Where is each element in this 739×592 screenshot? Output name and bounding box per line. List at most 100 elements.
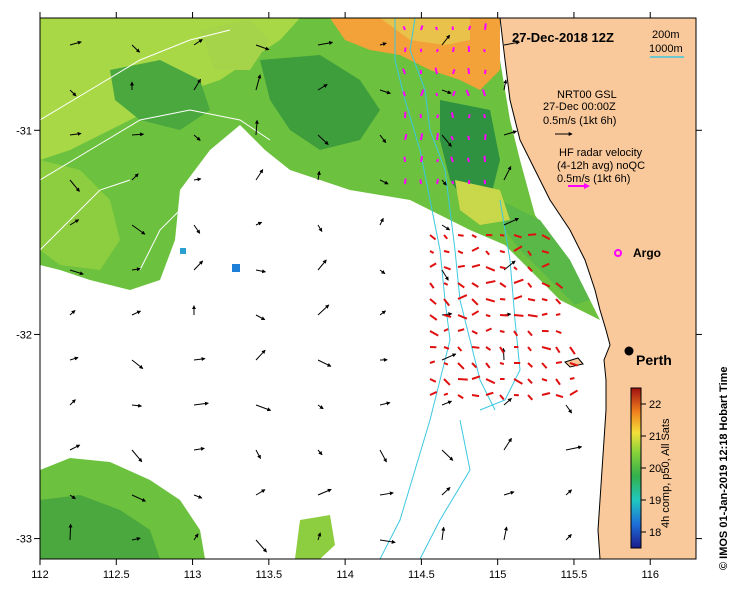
hf-radar-vector-north bbox=[467, 67, 470, 75]
hf-radar-vector-north bbox=[482, 89, 486, 97]
hf-radar-vector bbox=[527, 266, 533, 272]
gsl-vector bbox=[317, 84, 328, 91]
map-title: 27-Dec-2018 12Z bbox=[512, 30, 614, 45]
lon-tick-label: 114 bbox=[336, 569, 354, 581]
gsl-vector bbox=[379, 217, 384, 226]
gsl-vector bbox=[193, 177, 202, 182]
hf-radar-vector-north bbox=[450, 156, 454, 163]
hf-radar-vector-north bbox=[435, 26, 438, 31]
gsl-vector bbox=[255, 489, 266, 496]
gsl-vector bbox=[69, 179, 80, 192]
gsl-vector bbox=[316, 170, 321, 181]
gsl-vector bbox=[501, 347, 506, 361]
gsl-vector bbox=[131, 267, 141, 272]
isobath-label-200m: 200m bbox=[652, 29, 680, 41]
hf-radar-vector bbox=[513, 378, 523, 385]
gsl-vector bbox=[193, 401, 209, 406]
gsl-vector bbox=[193, 533, 199, 541]
hf-radar-vector bbox=[555, 330, 562, 334]
hf-radar-vector-north bbox=[434, 67, 438, 75]
hf-radar-vector bbox=[555, 313, 561, 316]
hf-radar-vector-north bbox=[402, 91, 406, 97]
land-mass bbox=[499, 18, 696, 559]
lon-tick-label: 114.5 bbox=[408, 569, 435, 581]
colorbar-tick-label: 19 bbox=[649, 495, 661, 507]
hf-radar-vector bbox=[527, 282, 533, 288]
hf-radar-vector bbox=[499, 266, 506, 270]
gsl-vector bbox=[255, 221, 263, 226]
hf-radar-vector bbox=[541, 312, 548, 316]
hf-radar-vector bbox=[443, 378, 451, 386]
colorbar bbox=[630, 387, 642, 549]
gsl-vector bbox=[441, 312, 453, 317]
gsl-vector bbox=[69, 494, 76, 500]
hf-radar-vector bbox=[471, 282, 479, 288]
hf-radar-vector bbox=[555, 394, 564, 399]
gsl-vector bbox=[317, 532, 322, 541]
gsl-vector bbox=[503, 526, 508, 541]
hf-radar-vector-north bbox=[452, 47, 455, 53]
hf-radar-vector bbox=[527, 330, 533, 337]
hf-radar-vector-north bbox=[465, 89, 470, 97]
hf-radar-vector bbox=[499, 330, 505, 333]
lat-tick-label: -32 bbox=[16, 329, 32, 341]
hf-radar-vector bbox=[527, 314, 538, 318]
argo-label: Argo bbox=[633, 246, 661, 260]
hf-radar-vector bbox=[457, 394, 464, 400]
gsl-vector bbox=[193, 260, 204, 271]
gsl-vector bbox=[441, 269, 449, 281]
hf-radar-vector-north bbox=[419, 179, 422, 185]
gsl-vector bbox=[503, 260, 516, 271]
hf-radar-vector-north bbox=[450, 135, 454, 141]
gsl-vector bbox=[255, 539, 267, 553]
hf-radar-vector bbox=[443, 362, 449, 366]
hf-radar-vector-north bbox=[466, 157, 470, 163]
hf-radar-vector bbox=[541, 250, 550, 254]
hf-radar-vector bbox=[485, 378, 496, 385]
hf-radar-vector bbox=[443, 266, 451, 271]
gsl-vector bbox=[193, 224, 201, 234]
radar-legend-line-2: (4-12h avg) noQC bbox=[557, 160, 645, 172]
hf-radar-vector-north bbox=[484, 23, 487, 31]
hf-radar-vector bbox=[485, 298, 496, 303]
gsl-vector bbox=[131, 44, 141, 53]
hf-radar-vector bbox=[527, 250, 532, 257]
gsl-vector bbox=[503, 130, 518, 136]
hf-radar-vector bbox=[569, 362, 579, 367]
hf-radar-vector bbox=[443, 250, 450, 254]
gsl-vector bbox=[565, 534, 572, 541]
hf-radar-vector-north bbox=[419, 113, 422, 119]
hf-radar-vector bbox=[471, 346, 480, 349]
hf-radar-vector bbox=[513, 245, 523, 252]
gsl-vector bbox=[193, 39, 203, 46]
hf-radar-vector bbox=[471, 263, 481, 268]
hf-radar-vector-north bbox=[404, 47, 407, 53]
gsl-vector bbox=[379, 89, 391, 95]
hf-radar-vector bbox=[429, 330, 439, 337]
hf-radar-vector bbox=[485, 346, 492, 351]
hf-radar-vector bbox=[429, 262, 437, 268]
gsl-vector bbox=[317, 488, 332, 496]
gsl-vector bbox=[255, 349, 266, 361]
gsl-vector bbox=[69, 89, 77, 97]
imos-credit: © IMOS 01-Jan-2019 12:18 Hobart Time bbox=[718, 366, 730, 570]
gsl-vector bbox=[69, 131, 82, 136]
hf-radar-vector-north bbox=[420, 133, 424, 141]
gsl-vector bbox=[503, 165, 512, 181]
hf-radar-vector-north bbox=[404, 178, 407, 185]
gsl-vector bbox=[441, 400, 453, 406]
gsl-vector bbox=[69, 40, 82, 46]
hf-radar-vector bbox=[457, 250, 464, 255]
hf-radar-vector-north bbox=[436, 132, 439, 141]
gsl-vector bbox=[441, 526, 446, 541]
hf-radar-vectors bbox=[402, 23, 579, 401]
hf-radar-vector bbox=[499, 282, 507, 288]
hf-radar-vector bbox=[513, 266, 518, 271]
hf-radar-vector bbox=[471, 246, 480, 252]
hf-radar-vector bbox=[527, 233, 537, 236]
hf-radar-vector bbox=[471, 362, 478, 369]
gsl-vector bbox=[503, 490, 515, 496]
gsl-vector bbox=[255, 74, 262, 91]
gsl-vector bbox=[441, 34, 451, 46]
hf-radar-vector bbox=[471, 330, 478, 335]
